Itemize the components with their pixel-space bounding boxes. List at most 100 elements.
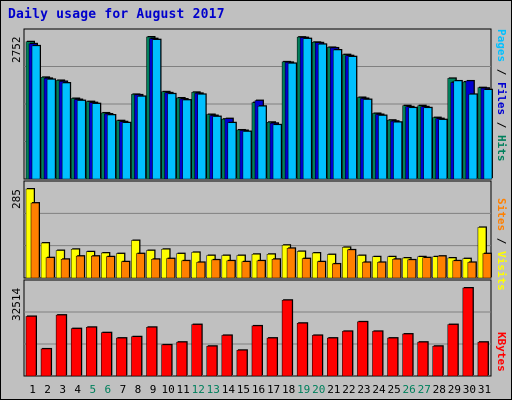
chart-title: Daily usage for August 2017 <box>8 7 225 22</box>
bar-pages-1 <box>31 45 41 180</box>
day-label-5: 5 <box>89 383 96 396</box>
bar-kbytes-23 <box>357 321 368 377</box>
bar-sites-23 <box>362 262 371 279</box>
bar-pages-22 <box>348 56 357 180</box>
bar-sites-22 <box>347 249 356 279</box>
bar-kbytes-6 <box>101 332 112 377</box>
bar-sites-29 <box>452 260 462 279</box>
bar-sites-15 <box>241 261 251 279</box>
legend-entry: Hits <box>495 135 508 162</box>
day-label-25: 25 <box>387 383 400 396</box>
bar-pages-2 <box>46 79 56 180</box>
bar-pages-26 <box>408 107 417 180</box>
bar-pages-6 <box>107 114 116 180</box>
day-label-24: 24 <box>372 383 386 396</box>
day-label-13: 13 <box>207 383 220 396</box>
bar-pages-30 <box>468 94 478 180</box>
bar-sites-6 <box>106 256 115 279</box>
bar-sites-17 <box>271 259 281 279</box>
day-label-14: 14 <box>222 383 236 396</box>
bar-pages-9 <box>152 39 161 180</box>
day-label-31: 31 <box>478 383 491 396</box>
day-label-11: 11 <box>177 383 190 396</box>
bar-sites-26 <box>407 259 416 279</box>
day-label-4: 4 <box>74 383 81 396</box>
bar-sites-20 <box>316 261 326 279</box>
bar-pages-25 <box>393 121 402 180</box>
bar-sites-11 <box>181 260 190 279</box>
bar-pages-27 <box>423 107 432 180</box>
bar-sites-19 <box>301 258 311 279</box>
legend-entry: / <box>495 115 508 135</box>
bar-sites-4 <box>75 255 85 279</box>
bar-kbytes-24 <box>372 331 383 377</box>
bar-kbytes-20 <box>311 335 323 377</box>
bar-pages-10 <box>167 93 176 180</box>
bar-kbytes-31 <box>477 341 489 377</box>
legend-kbytes: KBytes <box>495 332 508 372</box>
day-label-15: 15 <box>237 383 250 396</box>
bar-kbytes-22 <box>342 331 353 377</box>
panel-0-max-label: 2752 <box>10 36 23 64</box>
bar-kbytes-2 <box>40 348 52 377</box>
day-label-22: 22 <box>342 383 355 396</box>
bar-pages-21 <box>333 49 342 180</box>
bar-kbytes-29 <box>447 324 459 377</box>
day-label-7: 7 <box>120 383 127 396</box>
day-label-30: 30 <box>463 383 476 396</box>
day-label-6: 6 <box>105 383 112 396</box>
day-label-29: 29 <box>448 383 461 396</box>
bar-kbytes-17 <box>266 337 278 377</box>
bar-kbytes-8 <box>131 336 142 377</box>
bar-pages-20 <box>317 44 327 180</box>
bar-sites-24 <box>377 262 386 279</box>
bar-sites-13 <box>211 259 221 279</box>
legend-entry: / <box>495 231 508 251</box>
day-label-27: 27 <box>418 383 431 396</box>
bar-pages-16 <box>257 105 267 180</box>
day-label-18: 18 <box>282 383 295 396</box>
legend-pages-files-hits: Pages / Files / Hits <box>495 29 508 162</box>
bar-sites-5 <box>91 255 100 279</box>
bar-kbytes-1 <box>25 316 37 377</box>
bar-kbytes-4 <box>70 328 82 377</box>
day-label-23: 23 <box>357 383 370 396</box>
bar-sites-25 <box>392 259 401 279</box>
bar-kbytes-3 <box>55 314 67 377</box>
bar-pages-11 <box>182 99 191 180</box>
bar-kbytes-15 <box>236 350 248 377</box>
day-label-28: 28 <box>433 383 446 396</box>
bar-kbytes-7 <box>116 337 127 377</box>
bar-sites-3 <box>60 259 70 279</box>
bar-kbytes-12 <box>191 324 202 377</box>
bar-pages-4 <box>76 100 86 180</box>
bar-pages-28 <box>438 119 447 180</box>
bar-pages-23 <box>363 99 372 180</box>
panel-1-max-label: 285 <box>10 188 23 209</box>
day-label-1: 1 <box>29 383 36 396</box>
day-label-10: 10 <box>161 383 174 396</box>
bar-sites-10 <box>166 258 175 279</box>
bar-kbytes-16 <box>251 325 263 377</box>
bar-kbytes-5 <box>86 327 97 377</box>
bar-sites-7 <box>121 261 130 279</box>
bar-kbytes-21 <box>327 337 338 377</box>
day-label-12: 12 <box>192 383 205 396</box>
day-label-26: 26 <box>403 383 416 396</box>
day-label-17: 17 <box>267 383 280 396</box>
bar-sites-31 <box>482 253 492 279</box>
bar-kbytes-9 <box>146 327 157 377</box>
legend-entry: KBytes <box>495 332 508 372</box>
bar-sites-14 <box>226 260 236 279</box>
day-label-20: 20 <box>312 383 325 396</box>
bar-pages-13 <box>212 116 222 180</box>
day-label-9: 9 <box>150 383 157 396</box>
panel-2-max-label: 32514 <box>10 287 23 321</box>
bar-kbytes-27 <box>417 341 428 377</box>
bar-sites-8 <box>136 253 145 279</box>
bar-sites-27 <box>422 257 431 279</box>
day-label-3: 3 <box>59 383 66 396</box>
bar-pages-24 <box>378 115 387 180</box>
bar-sites-30 <box>467 262 477 279</box>
legend-entry: / <box>495 62 508 82</box>
